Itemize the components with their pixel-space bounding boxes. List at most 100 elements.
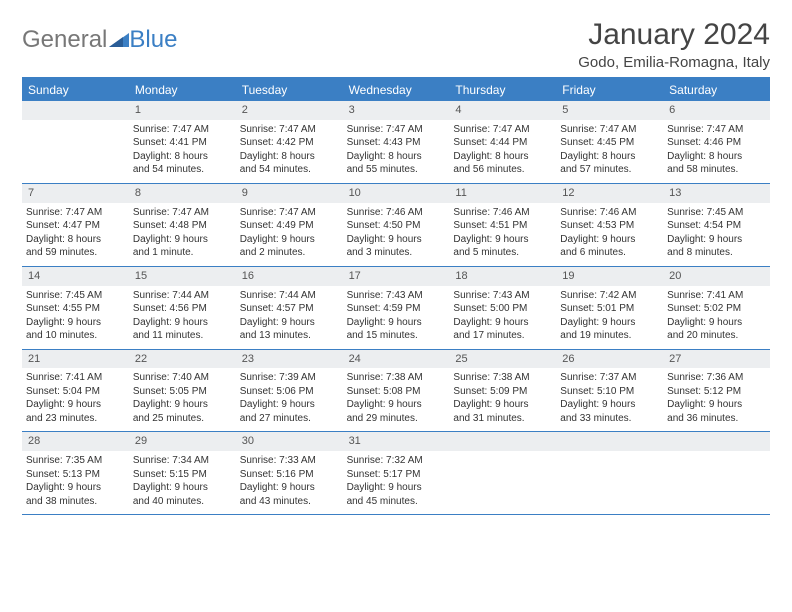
sunrise-line: Sunrise: 7:46 AM [347,206,446,220]
day-header-tue: Tuesday [236,79,343,101]
day-header-wed: Wednesday [343,79,450,101]
day-cell: 26Sunrise: 7:37 AMSunset: 5:10 PMDayligh… [556,350,663,432]
month-title: January 2024 [578,18,770,52]
day-headers: Sunday Monday Tuesday Wednesday Thursday… [22,79,770,101]
sunrise-line: Sunrise: 7:39 AM [240,371,339,385]
day-header-sat: Saturday [663,79,770,101]
sunrise-line: Sunrise: 7:47 AM [240,123,339,137]
day-number: 2 [236,101,343,120]
sunrise-line: Sunrise: 7:45 AM [667,206,766,220]
day-number: 18 [449,267,556,286]
daylight2-line: and 19 minutes. [560,329,659,343]
daylight2-line: and 11 minutes. [133,329,232,343]
day-number: 28 [22,432,129,451]
daylight1-line: Daylight: 8 hours [453,150,552,164]
calendar: Sunday Monday Tuesday Wednesday Thursday… [22,77,770,515]
day-number: 31 [343,432,450,451]
sunrise-line: Sunrise: 7:42 AM [560,289,659,303]
day-number: 21 [22,350,129,369]
day-cell: 24Sunrise: 7:38 AMSunset: 5:08 PMDayligh… [343,350,450,432]
day-number: 9 [236,184,343,203]
day-body: Sunrise: 7:44 AMSunset: 4:56 PMDaylight:… [133,289,232,343]
daylight2-line: and 56 minutes. [453,163,552,177]
sunrise-line: Sunrise: 7:43 AM [347,289,446,303]
logo: General Blue [22,26,177,54]
daylight1-line: Daylight: 9 hours [347,233,446,247]
sunrise-line: Sunrise: 7:33 AM [240,454,339,468]
day-number: 5 [556,101,663,120]
day-cell: 18Sunrise: 7:43 AMSunset: 5:00 PMDayligh… [449,267,556,349]
daylight1-line: Daylight: 9 hours [26,316,125,330]
day-body: Sunrise: 7:47 AMSunset: 4:41 PMDaylight:… [133,123,232,177]
sunrise-line: Sunrise: 7:46 AM [560,206,659,220]
day-number: 3 [343,101,450,120]
daylight1-line: Daylight: 9 hours [133,316,232,330]
sunrise-line: Sunrise: 7:38 AM [453,371,552,385]
day-number: 11 [449,184,556,203]
sunrise-line: Sunrise: 7:34 AM [133,454,232,468]
day-cell [449,432,556,514]
daylight1-line: Daylight: 9 hours [347,481,446,495]
day-cell: 6Sunrise: 7:47 AMSunset: 4:46 PMDaylight… [663,101,770,183]
daylight1-line: Daylight: 9 hours [133,398,232,412]
day-cell: 20Sunrise: 7:41 AMSunset: 5:02 PMDayligh… [663,267,770,349]
daylight2-line: and 43 minutes. [240,495,339,509]
week-row: 1Sunrise: 7:47 AMSunset: 4:41 PMDaylight… [22,101,770,184]
week-row: 7Sunrise: 7:47 AMSunset: 4:47 PMDaylight… [22,184,770,267]
sunrise-line: Sunrise: 7:47 AM [347,123,446,137]
day-cell: 1Sunrise: 7:47 AMSunset: 4:41 PMDaylight… [129,101,236,183]
sunrise-line: Sunrise: 7:47 AM [453,123,552,137]
daylight1-line: Daylight: 9 hours [453,316,552,330]
day-cell: 31Sunrise: 7:32 AMSunset: 5:17 PMDayligh… [343,432,450,514]
daylight2-line: and 29 minutes. [347,412,446,426]
day-cell: 13Sunrise: 7:45 AMSunset: 4:54 PMDayligh… [663,184,770,266]
sunset-line: Sunset: 4:44 PM [453,136,552,150]
day-number: 17 [343,267,450,286]
day-number: 23 [236,350,343,369]
daylight2-line: and 5 minutes. [453,246,552,260]
day-body: Sunrise: 7:45 AMSunset: 4:54 PMDaylight:… [667,206,766,260]
day-number: 12 [556,184,663,203]
daylight2-line: and 58 minutes. [667,163,766,177]
daylight2-line: and 54 minutes. [133,163,232,177]
daylight2-line: and 8 minutes. [667,246,766,260]
daylight1-line: Daylight: 9 hours [667,316,766,330]
daylight1-line: Daylight: 9 hours [560,316,659,330]
sunset-line: Sunset: 4:57 PM [240,302,339,316]
day-body: Sunrise: 7:35 AMSunset: 5:13 PMDaylight:… [26,454,125,508]
daylight1-line: Daylight: 9 hours [347,398,446,412]
sunset-line: Sunset: 4:50 PM [347,219,446,233]
sunrise-line: Sunrise: 7:47 AM [667,123,766,137]
sunset-line: Sunset: 4:51 PM [453,219,552,233]
weeks-container: 1Sunrise: 7:47 AMSunset: 4:41 PMDaylight… [22,101,770,515]
sunrise-line: Sunrise: 7:44 AM [133,289,232,303]
day-number [449,432,556,451]
day-cell: 14Sunrise: 7:45 AMSunset: 4:55 PMDayligh… [22,267,129,349]
sunset-line: Sunset: 5:02 PM [667,302,766,316]
logo-text-a: General [22,26,107,54]
sunset-line: Sunset: 5:15 PM [133,468,232,482]
daylight2-line: and 17 minutes. [453,329,552,343]
daylight1-line: Daylight: 8 hours [240,150,339,164]
sunrise-line: Sunrise: 7:41 AM [26,371,125,385]
week-row: 14Sunrise: 7:45 AMSunset: 4:55 PMDayligh… [22,267,770,350]
day-number: 26 [556,350,663,369]
sunset-line: Sunset: 4:59 PM [347,302,446,316]
day-number: 22 [129,350,236,369]
day-body: Sunrise: 7:38 AMSunset: 5:08 PMDaylight:… [347,371,446,425]
day-body: Sunrise: 7:40 AMSunset: 5:05 PMDaylight:… [133,371,232,425]
daylight1-line: Daylight: 9 hours [667,233,766,247]
day-cell: 10Sunrise: 7:46 AMSunset: 4:50 PMDayligh… [343,184,450,266]
sunset-line: Sunset: 5:04 PM [26,385,125,399]
day-number: 7 [22,184,129,203]
daylight1-line: Daylight: 8 hours [26,233,125,247]
daylight1-line: Daylight: 8 hours [133,150,232,164]
sunset-line: Sunset: 4:48 PM [133,219,232,233]
day-number [556,432,663,451]
daylight2-line: and 23 minutes. [26,412,125,426]
daylight2-line: and 2 minutes. [240,246,339,260]
sunrise-line: Sunrise: 7:47 AM [133,206,232,220]
day-header-fri: Friday [556,79,663,101]
sunset-line: Sunset: 4:55 PM [26,302,125,316]
daylight2-line: and 38 minutes. [26,495,125,509]
